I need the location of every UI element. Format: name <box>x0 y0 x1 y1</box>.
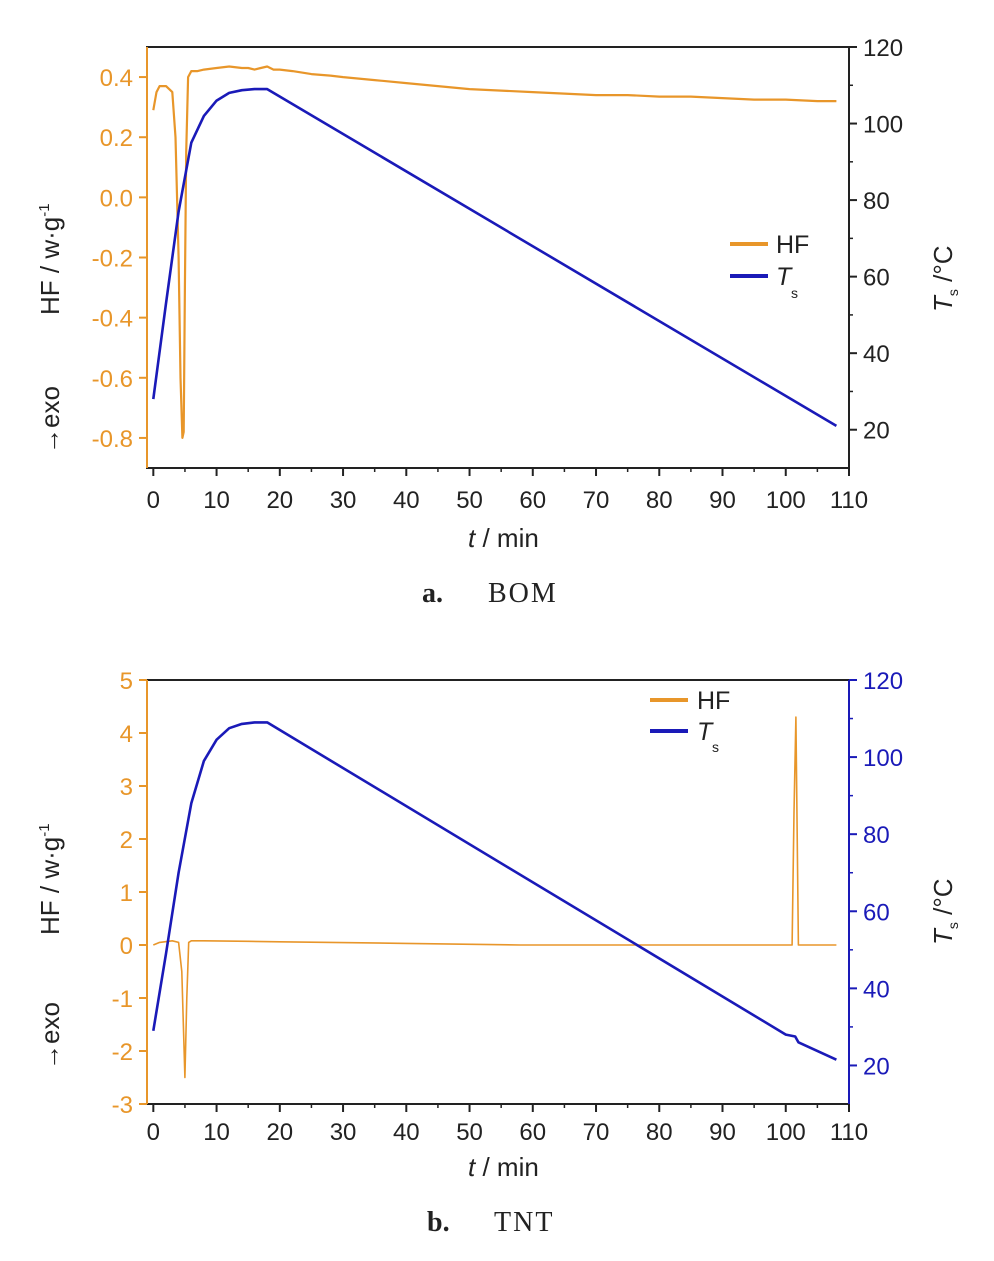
y-right-tick-label-b: 60 <box>863 899 890 926</box>
caption-letter-a: a. <box>422 578 443 609</box>
x-tick-label-a: 80 <box>646 487 673 514</box>
y-right-tick-label-a: 100 <box>863 112 903 139</box>
y-right-tick-label-b: 120 <box>863 668 903 695</box>
y-right-unit-a: /°C <box>928 245 958 289</box>
x-tick-label-a: 70 <box>583 487 610 514</box>
legend-b: HF T s <box>650 687 730 755</box>
x-tick-label-b: 30 <box>330 1119 357 1146</box>
panel-b-ticks: 0 10 20 30 40 50 60 70 80 90 100 110543210-1-2-3120… <box>112 668 903 1146</box>
y-left-tick-label-b: 5 <box>120 668 133 695</box>
y-right-tick-label-b: 100 <box>863 745 903 772</box>
y-left-tick-label-a: 0.0 <box>100 185 133 212</box>
series-hf-line-a <box>152 65 837 439</box>
x-axis-var-b: t <box>468 1152 477 1182</box>
x-tick-label-b: 110 <box>830 1119 868 1146</box>
x-tick-label-b: 90 <box>709 1119 736 1146</box>
x-tick-label-b: 100 <box>766 1119 806 1146</box>
series-hf-line-b <box>152 716 837 1079</box>
y-left-tick-label-a: -0.4 <box>92 306 133 333</box>
y-right-tick-label-a: 40 <box>863 341 890 368</box>
y-right-axis-title-b: Ts /°C <box>928 878 961 945</box>
x-tick-label-b: 50 <box>456 1119 483 1146</box>
x-tick-label-a: 30 <box>330 487 357 514</box>
y-left-tick-label-b: -2 <box>112 1039 133 1066</box>
x-tick-label-b: 0 <box>147 1119 160 1146</box>
x-axis-unit-b: / min <box>475 1152 539 1182</box>
x-tick-label-b: 70 <box>583 1119 610 1146</box>
y-right-sub-b: s <box>945 922 961 929</box>
exo-label-a: →exo <box>35 386 65 454</box>
y-left-tick-label-b: -3 <box>112 1092 133 1119</box>
y-right-sub-a: s <box>945 289 961 296</box>
y-right-tick-label-b: 40 <box>863 976 890 1003</box>
x-tick-label-b: 20 <box>266 1119 293 1146</box>
y-left-sup-a: -1 <box>36 203 53 216</box>
x-tick-label-a: 50 <box>456 487 483 514</box>
legend-b-ts-label: T <box>697 718 714 746</box>
y-right-tick-label-a: 20 <box>863 418 890 445</box>
legend-a-hf-label: HF <box>776 231 809 259</box>
y-left-tick-label-b: 4 <box>120 721 133 748</box>
caption-text-b: TNT <box>494 1207 554 1238</box>
y-left-tick-label-b: 3 <box>120 774 133 801</box>
x-tick-label-a: 100 <box>766 487 806 514</box>
panel-a-series <box>152 65 838 439</box>
legend-a-ts-label: T <box>776 263 793 291</box>
legend-a: HF T s <box>730 231 809 301</box>
x-axis-title-b: t / min <box>468 1152 539 1182</box>
y-right-tick-label-b: 80 <box>863 822 890 849</box>
panel-a-ticks: 0 10 20 30 40 50 60 70 80 90 100 110 0.4 0.2 0.0 -0.2 -0… <box>92 35 903 514</box>
x-tick-label-a: 40 <box>393 487 420 514</box>
y-right-tick-label-b: 20 <box>863 1053 890 1080</box>
y-left-tick-label-a: -0.6 <box>92 366 133 393</box>
x-tick-label-b: 40 <box>393 1119 420 1146</box>
x-tick-label-a: 60 <box>519 487 546 514</box>
x-axis-title-a: t / min <box>468 523 539 553</box>
legend-a-ts-sub: s <box>791 285 798 301</box>
y-left-tick-label-b: 0 <box>120 933 133 960</box>
y-left-tick-label-a: -0.8 <box>92 426 133 453</box>
caption-letter-b: b. <box>427 1207 450 1238</box>
panel-b-series <box>152 716 837 1079</box>
caption-text-a: BOM <box>488 578 558 609</box>
panel-a-chart: 0 10 20 30 40 50 60 70 80 90 100 110 0.4 0.2 0.0 -0.2 -0… <box>35 35 961 609</box>
y-left-tick-label-b: 1 <box>120 880 133 907</box>
y-left-main-a: HF / w·g <box>35 217 65 315</box>
y-left-sup-b: -1 <box>36 823 53 836</box>
y-left-tick-label-b: -1 <box>112 986 133 1013</box>
y-left-tick-label-b: 2 <box>120 827 133 854</box>
x-tick-label-b: 60 <box>519 1119 546 1146</box>
y-right-tick-label-a: 60 <box>863 265 890 292</box>
x-tick-label-a: 90 <box>709 487 736 514</box>
x-tick-label-b: 10 <box>203 1119 230 1146</box>
y-right-var-a: T <box>928 294 958 312</box>
x-tick-label-b: 80 <box>646 1119 673 1146</box>
legend-b-ts-sub: s <box>712 739 719 755</box>
x-axis-unit-a: / min <box>475 523 539 553</box>
exo-label-b: →exo <box>35 1002 65 1070</box>
y-left-tick-label-a: 0.4 <box>100 65 133 92</box>
y-right-unit-b: /°C <box>928 878 958 922</box>
panel-b-chart: 0 10 20 30 40 50 60 70 80 90 100 110543210-1-2-3120… <box>35 668 961 1238</box>
plot-area-b <box>146 679 850 1105</box>
y-left-axis-title-b: HF / w·g-1 <box>35 823 65 935</box>
x-tick-label-a: 10 <box>203 487 230 514</box>
y-right-var-b: T <box>928 927 958 945</box>
y-left-tick-label-a: -0.2 <box>92 246 133 273</box>
y-right-tick-label-a: 80 <box>863 188 890 215</box>
y-left-axis-title-a: HF / w·g-1 <box>35 203 65 315</box>
plot-area-a <box>146 46 850 469</box>
x-tick-label-a: 0 <box>147 487 160 514</box>
y-right-tick-label-a: 120 <box>863 35 903 62</box>
y-right-axis-title-a: Ts /°C <box>928 245 961 312</box>
y-left-main-b: HF / w·g <box>35 837 65 935</box>
x-tick-label-a: 20 <box>266 487 293 514</box>
y-left-tick-label-a: 0.2 <box>100 125 133 152</box>
series-ts-line-a <box>152 87 838 428</box>
series-ts-line-b <box>152 721 837 1061</box>
x-axis-var-a: t <box>468 523 477 553</box>
x-tick-label-a: 110 <box>830 487 868 514</box>
legend-b-hf-label: HF <box>697 687 730 715</box>
